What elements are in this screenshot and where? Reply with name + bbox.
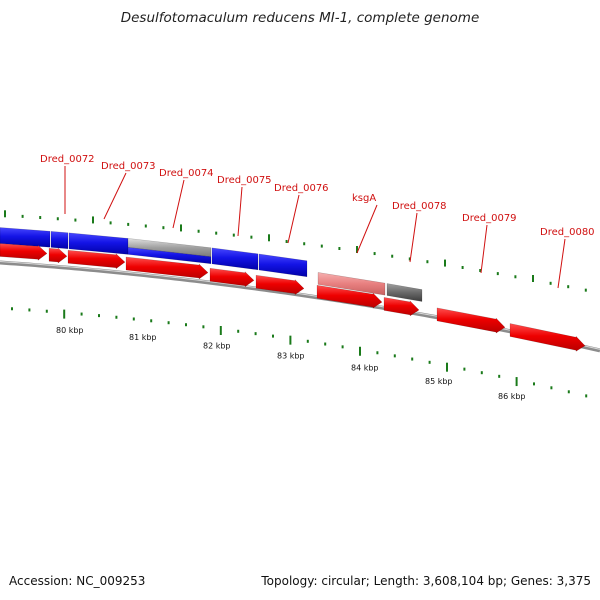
gene-label: ksgA bbox=[352, 193, 376, 204]
gene-label-leader bbox=[409, 212, 418, 263]
kbp-label: 84 kbp bbox=[351, 364, 379, 373]
gene-label: Dred_0078 bbox=[392, 201, 447, 212]
gene-label-leader bbox=[237, 186, 243, 237]
gene-arrow bbox=[209, 267, 255, 288]
cds-track-block bbox=[50, 231, 69, 250]
kbp-label: 80 kbp bbox=[56, 326, 84, 335]
gene-arrow bbox=[436, 307, 506, 334]
ksga-feature-block bbox=[317, 272, 386, 296]
gene-label: Dred_0073 bbox=[101, 161, 156, 172]
cds-track-block bbox=[68, 232, 129, 255]
cds-track-block bbox=[0, 227, 51, 248]
gene-arrow bbox=[509, 323, 586, 352]
gene-arrow bbox=[316, 284, 383, 309]
kbp-label: 86 kbp bbox=[498, 392, 526, 401]
kbp-label: 83 kbp bbox=[277, 352, 305, 361]
gene-arrow bbox=[67, 249, 126, 270]
map-title: Desulfotomaculum reducens MI-1, complete… bbox=[120, 10, 480, 26]
gene-label-leader bbox=[356, 204, 378, 254]
gray-feature-block bbox=[386, 283, 423, 302]
kbp-label: 81 kbp bbox=[129, 333, 157, 342]
gene-label-leader bbox=[172, 179, 185, 229]
gene-label-leader bbox=[557, 238, 566, 289]
gene-label: Dred_0072 bbox=[40, 154, 95, 165]
gene-arrow bbox=[255, 274, 305, 296]
gene-arrow bbox=[125, 256, 209, 280]
gene-label: Dred_0075 bbox=[217, 175, 272, 186]
gene-label-leader bbox=[480, 224, 488, 274]
gene-arrow bbox=[0, 243, 48, 261]
kbp-label: 82 kbp bbox=[203, 342, 231, 351]
accession-text: Accession: NC_009253 bbox=[9, 574, 146, 588]
gene-label: Dred_0076 bbox=[274, 183, 329, 194]
cds-track-block-gray bbox=[127, 238, 212, 258]
gene-label: Dred_0079 bbox=[462, 213, 517, 224]
gene-arrow bbox=[48, 247, 68, 264]
cds-track-block bbox=[127, 247, 212, 265]
gene-label-leader bbox=[287, 194, 300, 244]
kbp-label: 85 kbp bbox=[425, 377, 453, 386]
cds-track-block bbox=[211, 247, 259, 271]
cds-track-block bbox=[258, 253, 308, 278]
gene-label: Dred_0074 bbox=[159, 168, 214, 179]
gene-label: Dred_0080 bbox=[540, 227, 595, 238]
gene-arrow bbox=[383, 297, 420, 317]
gene-label-leader bbox=[103, 172, 127, 220]
genome-summary-text: Topology: circular; Length: 3,608,104 bp… bbox=[261, 574, 591, 588]
